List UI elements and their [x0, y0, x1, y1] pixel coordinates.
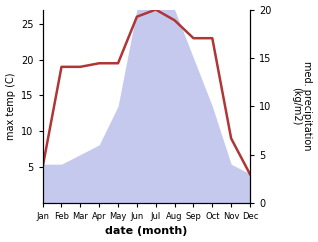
Y-axis label: med. precipitation
(kg/m2): med. precipitation (kg/m2)	[291, 61, 313, 151]
Y-axis label: max temp (C): max temp (C)	[5, 72, 16, 140]
X-axis label: date (month): date (month)	[105, 227, 188, 236]
